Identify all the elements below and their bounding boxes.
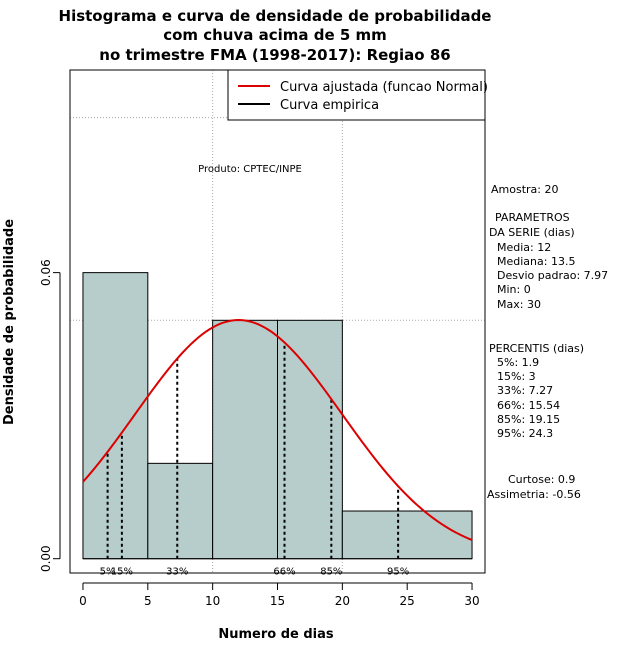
x-tick-label-5: 25 xyxy=(400,594,415,608)
x-axis-label: Numero de dias xyxy=(218,627,334,642)
normal-curve xyxy=(82,319,473,541)
x-tick-label-2: 10 xyxy=(205,594,220,608)
stat-min: Min: 0 xyxy=(497,283,531,296)
chart-title-line-1: Histograma e curva de densidade de proba… xyxy=(59,7,492,25)
stat-p66: 66%: 15.54 xyxy=(497,399,560,412)
histogram-bar-3 xyxy=(277,319,343,560)
y-tick-label-0: 0.00 xyxy=(39,545,53,572)
stat-mediana: Mediana: 13.5 xyxy=(497,255,575,268)
stat-max: Max: 30 xyxy=(497,298,541,311)
percentile-label-4: 85% xyxy=(320,567,342,578)
x-tick-label-0: 0 xyxy=(79,594,87,608)
stat-media: Media: 12 xyxy=(497,241,551,254)
stat-p95: 95%: 24.3 xyxy=(497,427,553,440)
histogram-bar-0 xyxy=(82,272,149,560)
normal-curve-line xyxy=(82,319,473,541)
x-tick-label-4: 20 xyxy=(335,594,350,608)
legend-box xyxy=(227,69,486,121)
stat-p5: 5%: 1.9 xyxy=(497,356,539,369)
percentile-label-5: 95% xyxy=(387,567,409,578)
percentile-label-1: 15% xyxy=(111,567,133,578)
legend: Curva ajustada (funcao Normal) Curva emp… xyxy=(227,69,488,121)
stat-curtose: Curtose: 0.9 xyxy=(508,473,575,486)
stat-assimetria: Assimetria: -0.56 xyxy=(487,488,581,501)
histogram-bar-2 xyxy=(212,319,278,560)
y-axis-label: Densidade de probabilidade xyxy=(2,219,17,425)
histogram-bar-1 xyxy=(147,462,214,560)
chart-title-line-2: com chuva acima de 5 mm xyxy=(163,26,387,44)
x-tick-label-6: 30 xyxy=(464,594,479,608)
histogram-bars xyxy=(82,272,473,560)
stat-p15: 15%: 3 xyxy=(497,370,536,383)
percentile-label-3: 66% xyxy=(273,567,295,578)
stat-parametros-title-1: PARAMETROS xyxy=(495,211,570,224)
stat-p85: 85%: 19.15 xyxy=(497,413,560,426)
axes: 0 5 10 15 20 25 30 0.00 0.06 xyxy=(39,259,480,608)
percentile-markers: 5%15% 33% 66% 85% 95% xyxy=(100,342,409,578)
stat-parametros-title-2: DA SERIE (dias) xyxy=(489,226,575,239)
percentile-label-2: 33% xyxy=(166,567,188,578)
percentile-label-0: 5% xyxy=(100,567,116,578)
stat-desvio: Desvio padrao: 7.97 xyxy=(497,269,608,282)
x-tick-label-3: 15 xyxy=(270,594,285,608)
histogram-bar-4 xyxy=(341,510,473,560)
legend-label-normal: Curva ajustada (funcao Normal) xyxy=(280,80,488,95)
stat-p33: 33%: 7.27 xyxy=(497,384,553,397)
product-annotation: Produto: CPTEC/INPE xyxy=(198,164,302,175)
stats-panel: Amostra: 20 PARAMETROS DA SERIE (dias) M… xyxy=(487,183,608,501)
chart-title-line-3: no trimestre FMA (1998-2017): Regiao 86 xyxy=(99,46,450,64)
stat-percentis-title: PERCENTIS (dias) xyxy=(489,342,584,355)
stat-amostra: Amostra: 20 xyxy=(491,183,558,196)
y-tick-label-1: 0.06 xyxy=(39,259,53,286)
x-tick-label-1: 5 xyxy=(144,594,152,608)
legend-label-empirical: Curva empirica xyxy=(280,98,379,113)
